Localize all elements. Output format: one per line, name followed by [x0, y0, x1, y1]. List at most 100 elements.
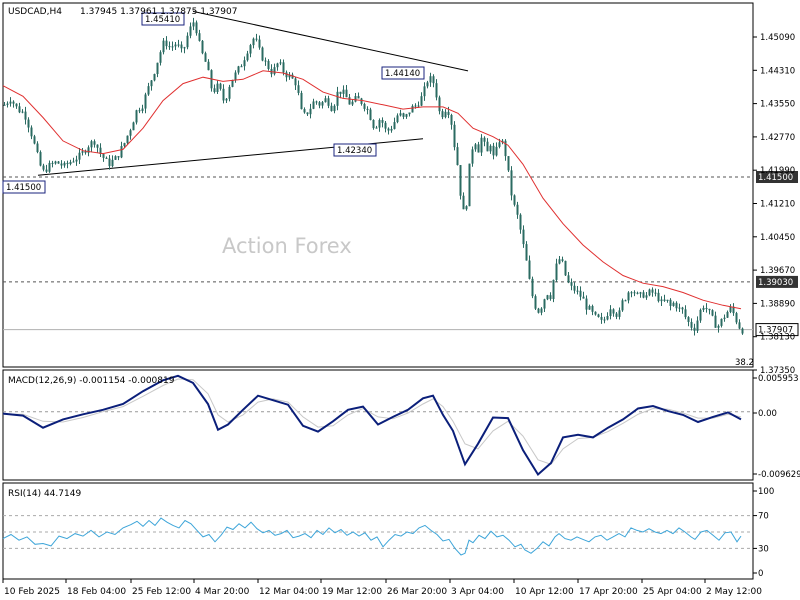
candle-body — [684, 309, 687, 318]
candle-body — [660, 299, 663, 302]
candle-body — [18, 106, 21, 113]
candle-body — [291, 74, 294, 79]
candle-body — [126, 135, 129, 144]
x-tick-label: 25 Apr 04:00 — [643, 587, 702, 597]
candle-body — [729, 306, 732, 312]
candle-body — [54, 161, 57, 164]
candle-body — [21, 111, 24, 113]
candle-body — [345, 89, 348, 98]
candle-body — [723, 317, 726, 319]
candle-body — [438, 97, 441, 112]
candle-body — [36, 143, 39, 153]
candle-body — [216, 83, 219, 92]
rsi-y-tick-label: 30 — [758, 544, 769, 554]
candle-body — [456, 147, 459, 166]
candle-body — [321, 102, 324, 106]
candle-body — [87, 147, 90, 153]
candle-body — [252, 38, 255, 46]
candle-body — [432, 76, 435, 84]
candle-body — [300, 92, 303, 110]
candle-body — [426, 82, 429, 87]
candle-body — [186, 35, 189, 48]
candle-body — [276, 63, 279, 68]
candle-body — [201, 40, 204, 54]
candle-body — [525, 244, 528, 261]
candle-body — [441, 111, 444, 118]
candle-body — [606, 316, 609, 320]
candle-body — [714, 315, 717, 328]
candle-body — [327, 98, 330, 106]
candle-body — [282, 62, 285, 73]
candle-body — [15, 103, 18, 107]
candle-body — [336, 91, 339, 106]
macd-lines — [2, 374, 742, 477]
level-tag: 1.39030 — [756, 275, 798, 288]
candle-body — [258, 39, 261, 48]
candle-body — [372, 119, 375, 129]
candle-body — [435, 83, 438, 98]
candle-body — [66, 162, 69, 165]
candle-body — [12, 101, 15, 104]
rsi-y-axis: 100 70 30 0 — [753, 487, 774, 579]
candle-body — [687, 317, 690, 322]
candle-body — [642, 292, 645, 298]
candle-body — [147, 86, 150, 95]
candle-body — [63, 162, 66, 166]
candle-body — [24, 111, 27, 120]
price-y-axis: 1.45090 1.44310 1.43550 1.42770 1.41990 1.412… — [753, 33, 795, 376]
candle-body — [543, 299, 546, 309]
candle-body — [672, 302, 675, 306]
candle-body — [447, 111, 450, 115]
candle-body — [411, 105, 414, 113]
candle-body — [222, 88, 225, 101]
candle-body — [462, 195, 465, 210]
current-price-tag: 1.37907 — [755, 323, 799, 337]
candle-body — [396, 115, 399, 123]
candle-body — [105, 157, 108, 159]
candle-body — [738, 322, 741, 329]
candle-body — [249, 45, 252, 54]
price-y-tick-label: 1.38130 — [760, 333, 795, 343]
candle-body — [261, 47, 264, 61]
candle-body — [339, 91, 342, 94]
candle-body — [702, 307, 705, 310]
candle-body — [384, 122, 387, 129]
level-tag-label: 1.41500 — [758, 173, 793, 183]
candle-body — [510, 170, 513, 196]
candle-body — [279, 62, 282, 64]
candle-body — [486, 141, 489, 152]
rsi-panel-frame — [2, 482, 754, 580]
candle-body — [564, 260, 567, 276]
candle-body — [156, 62, 159, 75]
price-y-tick-label: 1.44310 — [760, 66, 795, 76]
candle-body — [666, 299, 669, 301]
candle-body — [93, 141, 96, 145]
candle-body — [213, 88, 216, 92]
candle-body — [114, 156, 117, 160]
candle-body — [444, 111, 447, 118]
candle-body — [228, 86, 231, 99]
candle-body — [171, 46, 174, 48]
candle-body — [168, 46, 171, 48]
candle-body — [351, 101, 354, 105]
candle-body — [315, 101, 318, 103]
x-tick-label: 12 Mar 04:00 — [259, 587, 319, 597]
price-y-tick-label: 1.41990 — [760, 166, 795, 176]
candle-body — [399, 113, 402, 116]
candle-body — [630, 292, 633, 294]
candle-body — [285, 72, 288, 78]
candle-body — [288, 74, 291, 78]
candle-body — [192, 22, 195, 27]
x-tick-label: 4 Mar 20:00 — [195, 587, 250, 597]
candle-body — [549, 295, 552, 300]
candle-body — [27, 119, 30, 128]
candle-body — [474, 144, 477, 150]
candle-body — [348, 97, 351, 105]
level-tag-bg — [756, 171, 798, 184]
candle-body — [555, 263, 558, 280]
candle-body — [72, 161, 75, 163]
candle-body — [663, 299, 666, 301]
candle-body — [357, 96, 360, 99]
candle-body — [657, 292, 660, 302]
